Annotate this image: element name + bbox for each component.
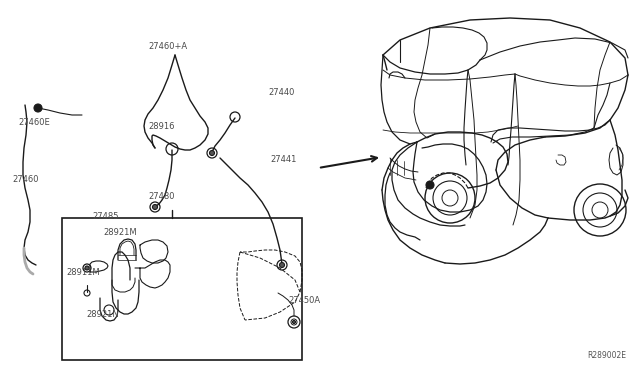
Text: 28916: 28916 <box>148 122 175 131</box>
Text: 27485: 27485 <box>92 212 118 221</box>
Bar <box>62 218 302 360</box>
Circle shape <box>152 205 157 209</box>
Circle shape <box>85 266 89 270</box>
Text: 27440: 27440 <box>268 88 294 97</box>
Text: 27441: 27441 <box>270 155 296 164</box>
Circle shape <box>426 181 434 189</box>
Text: 28921N: 28921N <box>86 310 119 319</box>
Circle shape <box>292 321 296 324</box>
Text: 27460E: 27460E <box>18 118 50 127</box>
Text: 28911M: 28911M <box>66 268 100 277</box>
Text: R289002E: R289002E <box>587 351 626 360</box>
Text: 27480: 27480 <box>148 192 175 201</box>
Text: 27460: 27460 <box>12 175 38 184</box>
Text: 28921M: 28921M <box>103 228 136 237</box>
Circle shape <box>280 263 285 267</box>
Text: 27450A: 27450A <box>288 296 320 305</box>
Circle shape <box>34 104 42 112</box>
Text: 27460+A: 27460+A <box>148 42 187 51</box>
Circle shape <box>209 151 214 155</box>
